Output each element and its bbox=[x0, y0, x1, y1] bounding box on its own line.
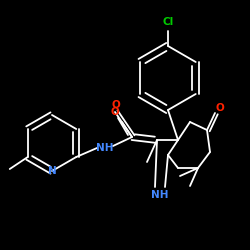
Text: O: O bbox=[112, 100, 120, 110]
Text: N: N bbox=[48, 166, 56, 176]
Text: Cl: Cl bbox=[162, 17, 173, 27]
Text: O: O bbox=[110, 107, 120, 117]
Text: NH: NH bbox=[96, 143, 114, 153]
Text: O: O bbox=[216, 103, 224, 113]
Text: NH: NH bbox=[151, 190, 169, 200]
